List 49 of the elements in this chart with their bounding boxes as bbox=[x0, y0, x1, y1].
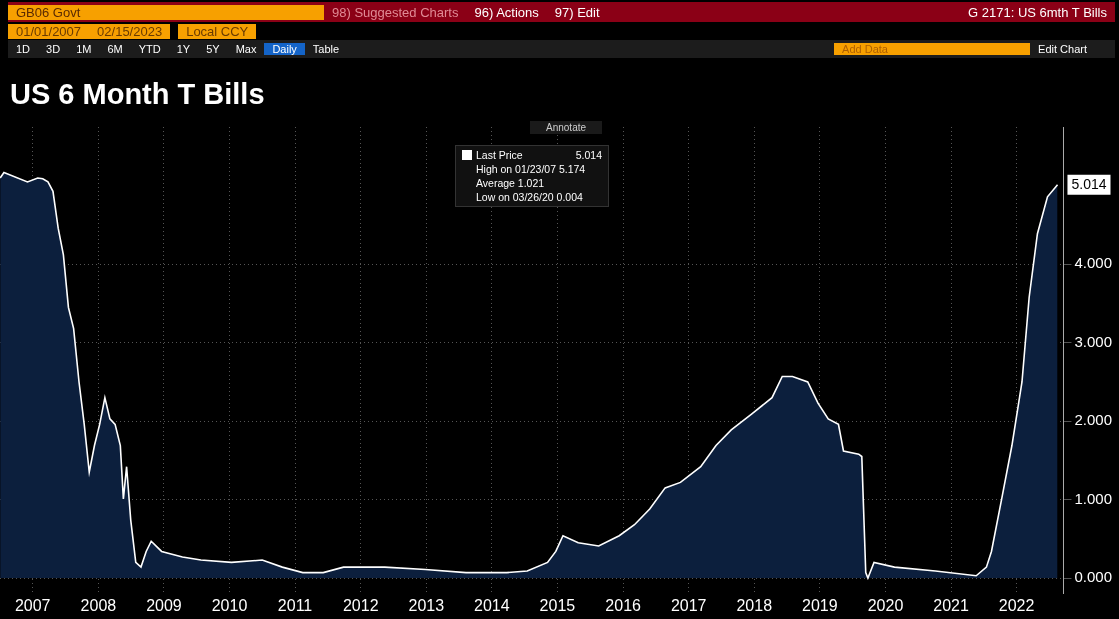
text: 01/01/2007 bbox=[8, 23, 90, 39]
x-tick-label: 2010 bbox=[211, 596, 248, 614]
text: 1D bbox=[15, 43, 32, 55]
legend-label: Last Price bbox=[475, 148, 523, 162]
x-tick-label: 2019 bbox=[801, 596, 838, 614]
text: Max bbox=[234, 43, 258, 55]
y-tick-label: 4.000 bbox=[1074, 254, 1113, 272]
x-tick-label: 2008 bbox=[80, 596, 117, 614]
text: 6M bbox=[106, 43, 124, 55]
text: YTD bbox=[137, 43, 162, 55]
x-tick-label: 2021 bbox=[933, 596, 969, 614]
annotation: Annotate bbox=[545, 122, 588, 133]
x-tick-label: 2007 bbox=[14, 596, 51, 614]
text: 96) Actions bbox=[473, 4, 540, 20]
x-tick-label: 2009 bbox=[146, 596, 182, 614]
x-tick-label: 2015 bbox=[539, 596, 576, 614]
y-tick-label: 3.000 bbox=[1074, 332, 1113, 350]
text: 97) Edit bbox=[553, 4, 601, 20]
x-tick-label: 2014 bbox=[474, 596, 510, 614]
text: 1M bbox=[75, 43, 93, 55]
text: Local CCY bbox=[178, 23, 257, 39]
y-tick-label: 2.000 bbox=[1074, 411, 1113, 429]
x-tick-label: 2017 bbox=[670, 596, 707, 614]
x-tick-label: 2012 bbox=[342, 596, 379, 614]
x-tick-label: 2013 bbox=[408, 596, 445, 614]
text: G 2171: US 6mth T Bills bbox=[967, 4, 1108, 20]
x-tick-label: 2018 bbox=[736, 596, 773, 614]
x-tick-label: 2022 bbox=[998, 596, 1035, 614]
text: GB06 Govt bbox=[8, 4, 324, 20]
y-tick-label: 1.000 bbox=[1074, 489, 1113, 507]
text: Edit Chart bbox=[1037, 43, 1088, 55]
x-tick-label: 2016 bbox=[605, 596, 642, 614]
text: Daily bbox=[264, 43, 305, 55]
chart-title: US 6 Month T Bills bbox=[10, 78, 265, 111]
x-tick-label: 2020 bbox=[867, 596, 904, 614]
annotation: Average 1.021 bbox=[475, 176, 546, 190]
text: 02/15/2023 bbox=[89, 23, 171, 39]
text: 98) Suggested Charts bbox=[331, 4, 460, 20]
data-label: 5.014 bbox=[1071, 175, 1107, 192]
text: 3D bbox=[45, 43, 62, 55]
text: 1Y bbox=[175, 43, 192, 55]
annotation: Low on 03/26/20 0.004 bbox=[475, 190, 584, 204]
x-tick-label: 2011 bbox=[277, 596, 313, 614]
y-tick-label: 0.000 bbox=[1074, 568, 1113, 586]
text: Table bbox=[311, 43, 341, 55]
text: 5.014 bbox=[575, 149, 602, 161]
annotation: High on 01/23/07 5.174 bbox=[475, 162, 587, 176]
text: Add Data bbox=[834, 43, 1031, 55]
text: 5Y bbox=[205, 43, 221, 55]
